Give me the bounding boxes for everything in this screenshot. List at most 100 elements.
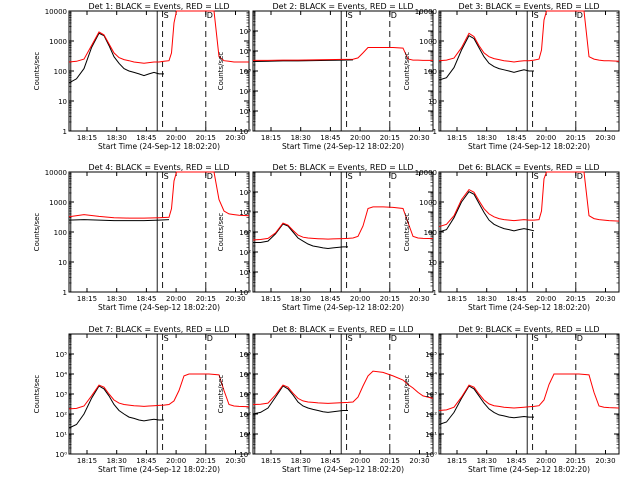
time-marker-label: S [164,334,169,343]
y-tick-label: 10⁵ [425,351,437,359]
panel-title: Det 8: BLACK = Events, RED = LLD [273,325,414,334]
time-marker-label: D [207,334,213,343]
time-marker-label: S [164,172,169,181]
panel-det-9: Det 9: BLACK = Events, RED = LLD 10⁰ 10¹ 10… [403,325,620,474]
x-tick-label: 20:30 [409,457,429,465]
x-tick-label: 18:30 [477,457,497,465]
y-tick-label: 10⁵ [55,351,67,359]
y-tick-label: 10¹ [425,431,437,439]
series-line-lld [438,10,620,63]
x-tick-label: 18:30 [291,295,311,303]
y-tick-label: 10³ [239,68,251,76]
x-tick-label: 20:15 [380,295,400,303]
x-axis-label: Start Time (24-Sep-12 18:02:20) [98,465,220,474]
y-axis-label: Counts/sec [403,213,411,252]
x-tick-label: 18:45 [136,457,156,465]
y-tick-label: 10000 [45,169,67,177]
y-tick-label: 10⁵ [239,189,251,197]
y-axis-label: Counts/sec [33,52,41,91]
y-axis-label: Counts/sec [217,375,225,414]
panel-title: Det 6: BLACK = Events, RED = LLD [459,163,600,172]
x-tick-label: 18:15 [261,295,281,303]
time-marker-label: D [577,172,583,181]
x-tick-label: 20:15 [196,295,216,303]
y-tick-label: 10⁴ [239,371,251,379]
x-axis-label: Start Time (24-Sep-12 18:02:20) [282,303,404,312]
panel-title: Det 2: BLACK = Events, RED = LLD [273,2,414,11]
y-tick-label: 10⁴ [425,371,437,379]
y-tick-label: 100 [54,229,67,237]
y-axis-label: Counts/sec [403,52,411,91]
time-marker-label: D [391,172,397,181]
panel-det-8: Det 8: BLACK = Events, RED = LLD 10⁰ 10¹ 10… [217,325,434,474]
y-tick-label: 10 [58,259,67,267]
time-marker-label: S [534,172,539,181]
y-tick-label: 10³ [425,391,437,399]
panel-det-1: Det 1: BLACK = Events, RED = LLD 1 10 100 10… [33,2,250,151]
y-tick-label: 1 [433,289,437,297]
x-tick-label: 20:30 [409,134,429,142]
y-tick-label: 10000 [415,8,437,16]
time-marker-label: S [534,11,539,20]
series-line-lld [252,370,434,405]
x-tick-label: 20:00 [350,295,370,303]
time-marker-label: D [391,334,397,343]
panel-title: Det 4: BLACK = Events, RED = LLD [89,163,230,172]
y-tick-label: 10⁴ [239,48,251,56]
x-tick-label: 20:00 [166,295,186,303]
series-line-events [68,219,170,222]
time-marker-label: S [348,172,353,181]
x-tick-label: 18:30 [107,457,127,465]
y-tick-label: 1 [433,128,437,136]
y-tick-label: 10² [239,249,251,257]
x-tick-label: 20:15 [196,134,216,142]
panel-title: Det 3: BLACK = Events, RED = LLD [459,2,600,11]
y-tick-label: 10³ [239,229,251,237]
x-tick-label: 18:30 [107,295,127,303]
x-tick-label: 20:00 [350,457,370,465]
series-line-events [252,385,348,415]
y-tick-label: 10 [428,98,437,106]
y-tick-label: 10⁵ [239,351,251,359]
series-line-events [68,385,164,429]
time-marker-label: D [577,334,583,343]
series-line-lld [438,171,620,228]
x-tick-label: 20:30 [595,457,615,465]
y-tick-label: 10⁰ [425,451,437,459]
y-tick-label: 10⁵ [239,28,251,36]
series-line-events [438,191,535,233]
x-tick-label: 18:15 [261,134,281,142]
series-line-lld [252,206,434,241]
y-tick-label: 10000 [45,8,67,16]
series-line-lld [68,373,250,410]
time-marker-label: S [348,11,353,20]
y-tick-label: 100 [54,68,67,76]
series-line-lld [68,10,249,64]
x-tick-label: 20:00 [350,134,370,142]
y-tick-label: 10⁰ [239,128,251,136]
y-axis-label: Counts/sec [217,213,225,252]
x-tick-label: 20:15 [566,457,586,465]
panel-title: Det 5: BLACK = Events, RED = LLD [273,163,414,172]
y-tick-label: 1000 [419,199,437,207]
y-tick-label: 10¹ [239,431,251,439]
x-tick-label: 18:15 [447,457,467,465]
y-tick-label: 100 [424,68,437,76]
series-line-lld [438,373,620,411]
x-tick-label: 18:45 [320,295,340,303]
x-tick-label: 20:00 [536,457,556,465]
time-marker-label: S [164,11,169,20]
y-tick-label: 10³ [239,391,251,399]
x-axis-label: Start Time (24-Sep-12 18:02:20) [282,465,404,474]
y-tick-label: 10 [428,259,437,267]
panel-title: Det 1: BLACK = Events, RED = LLD [89,2,230,11]
y-axis-label: Counts/sec [33,375,41,414]
time-marker-label: D [207,172,213,181]
x-tick-label: 18:15 [261,457,281,465]
x-tick-label: 20:30 [409,295,429,303]
x-tick-label: 18:15 [447,134,467,142]
y-tick-label: 10⁴ [239,209,251,217]
series-line-lld [253,47,433,61]
series-line-events [253,223,348,250]
y-tick-label: 10² [55,411,67,419]
